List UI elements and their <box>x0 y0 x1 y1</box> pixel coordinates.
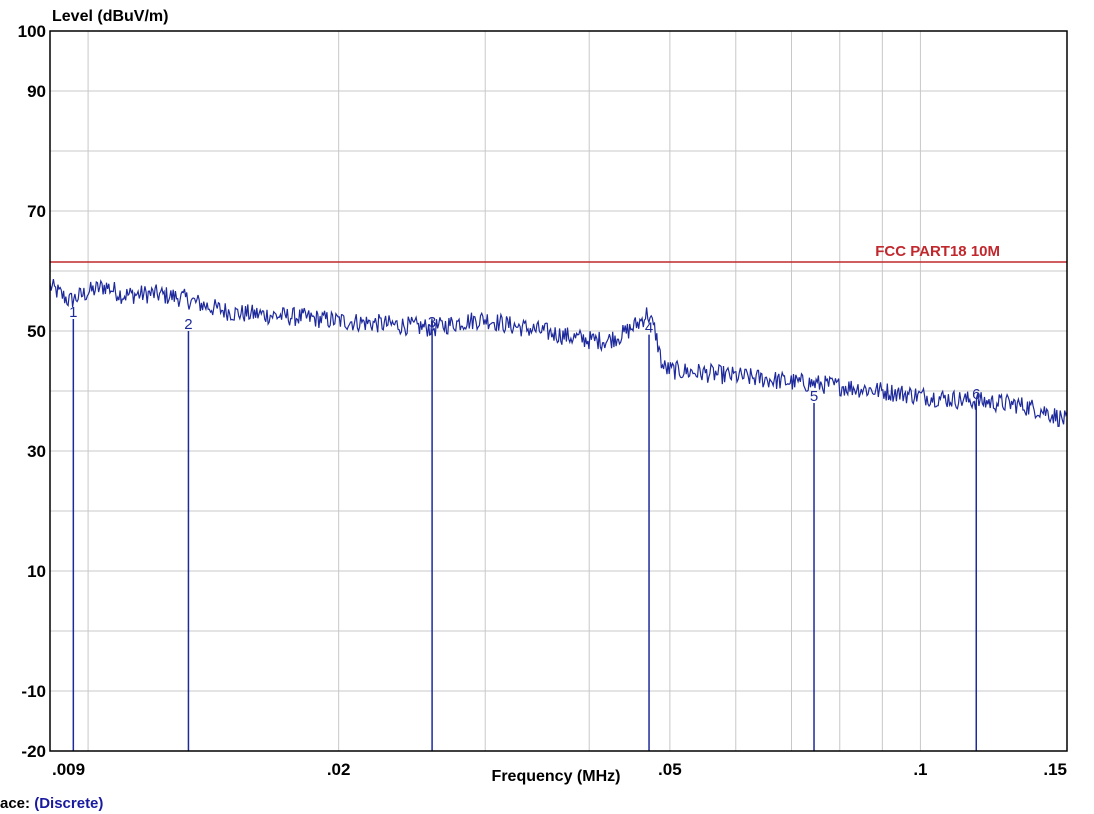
y-tick-label: 90 <box>27 82 46 101</box>
y-tick-label: 10 <box>27 562 46 581</box>
marker-label: 1 <box>69 304 77 321</box>
marker-label: 5 <box>810 388 818 405</box>
y-tick-label: 50 <box>27 322 46 341</box>
marker-label: 3 <box>428 314 436 331</box>
limit-line-group: FCC PART18 10M <box>50 243 1067 263</box>
x-tick-labels: .009 .02 .05 .1 .15 <box>52 760 1067 779</box>
gridlines <box>50 31 1067 751</box>
x-tick-label: .05 <box>658 760 682 779</box>
x-tick-label: .15 <box>1043 760 1067 779</box>
marker-label: 2 <box>184 316 192 333</box>
x-tick-label: .009 <box>52 760 85 779</box>
trace-value: (Discrete) <box>34 795 104 812</box>
x-tick-label: .1 <box>913 760 927 779</box>
marker-group: 1 2 3 4 5 6 <box>69 304 980 751</box>
y-tick-labels: 100 90 70 50 30 10 -10 -20 <box>18 22 46 761</box>
x-axis-title: Frequency (MHz) <box>492 768 621 785</box>
emission-chart: 100 90 70 50 30 10 -10 -20 .009 .02 .05 .1 .15 FCC … <box>18 8 1068 785</box>
marker-label: 4 <box>645 320 653 337</box>
x-tick-label: .02 <box>327 760 351 779</box>
marker-label: 6 <box>972 386 980 403</box>
trace-label: ace: <box>0 795 31 812</box>
y-tick-label: 30 <box>27 442 46 461</box>
series-group <box>49 278 1068 428</box>
y-tick-label: -20 <box>21 742 46 761</box>
plot-frame <box>49 30 1068 752</box>
trace-note: ace: (Discrete) <box>0 795 103 812</box>
series-trace <box>49 278 1068 428</box>
limit-line-label: FCC PART18 10M <box>875 243 1000 260</box>
y-tick-label: 70 <box>27 202 46 221</box>
y-tick-label: 100 <box>18 22 46 41</box>
y-tick-label: -10 <box>21 682 46 701</box>
y-axis-title: Level (dBuV/m) <box>52 8 168 25</box>
